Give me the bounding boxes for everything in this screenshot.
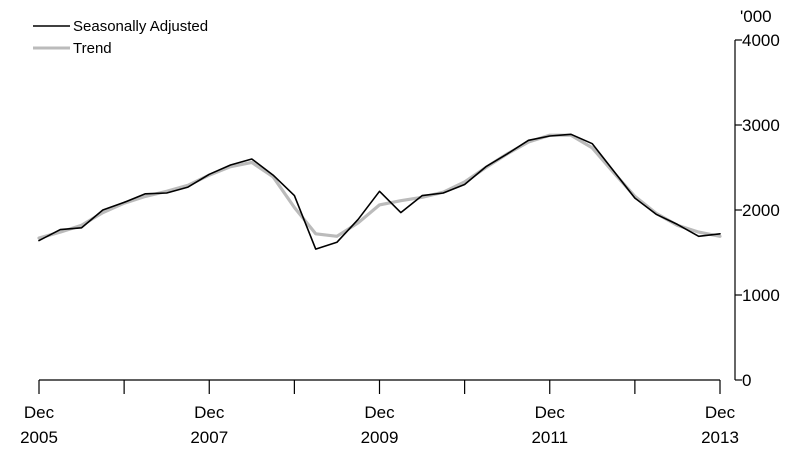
x-tick-label-year: 2013 bbox=[701, 428, 739, 447]
y-tick-label: 2000 bbox=[742, 201, 780, 220]
trend-line bbox=[37, 133, 722, 240]
y-unit-label: '000 bbox=[740, 7, 772, 26]
legend-label-seasonally-adjusted: Seasonally Adjusted bbox=[73, 18, 208, 35]
x-tick-label-year: 2007 bbox=[190, 428, 228, 447]
y-tick-label: 0 bbox=[742, 371, 751, 390]
x-tick-label-month: Dec bbox=[535, 403, 566, 422]
series-lines bbox=[37, 133, 722, 250]
y-axis-ticks: 0 1000 2000 3000 4000 bbox=[735, 31, 780, 390]
x-axis-ticks: Dec 2005 Dec 2007 Dec 2009 Dec 2011 Dec 2013 bbox=[20, 380, 739, 447]
y-tick-label: 3000 bbox=[742, 116, 780, 135]
y-tick-label: 4000 bbox=[742, 31, 780, 50]
x-tick-label-year: 2011 bbox=[531, 428, 568, 447]
legend: Seasonally Adjusted Trend bbox=[33, 18, 208, 57]
x-tick-label-month: Dec bbox=[194, 403, 225, 422]
y-tick-label: 1000 bbox=[742, 286, 780, 305]
x-tick-label-month: Dec bbox=[364, 403, 395, 422]
seasonally-adjusted-line bbox=[38, 133, 721, 250]
x-tick-label-month: Dec bbox=[705, 403, 736, 422]
x-tick-label-month: Dec bbox=[24, 403, 55, 422]
axes bbox=[39, 40, 736, 381]
x-tick-label-year: 2009 bbox=[361, 428, 399, 447]
x-tick-label-year: 2005 bbox=[20, 428, 58, 447]
legend-label-trend: Trend bbox=[73, 40, 112, 57]
